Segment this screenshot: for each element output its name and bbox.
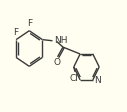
Text: Cl: Cl — [70, 74, 79, 83]
Text: N: N — [94, 76, 101, 85]
Text: O: O — [53, 58, 60, 67]
Text: F: F — [27, 19, 32, 28]
Text: NH: NH — [54, 36, 67, 45]
Text: F: F — [13, 28, 18, 37]
